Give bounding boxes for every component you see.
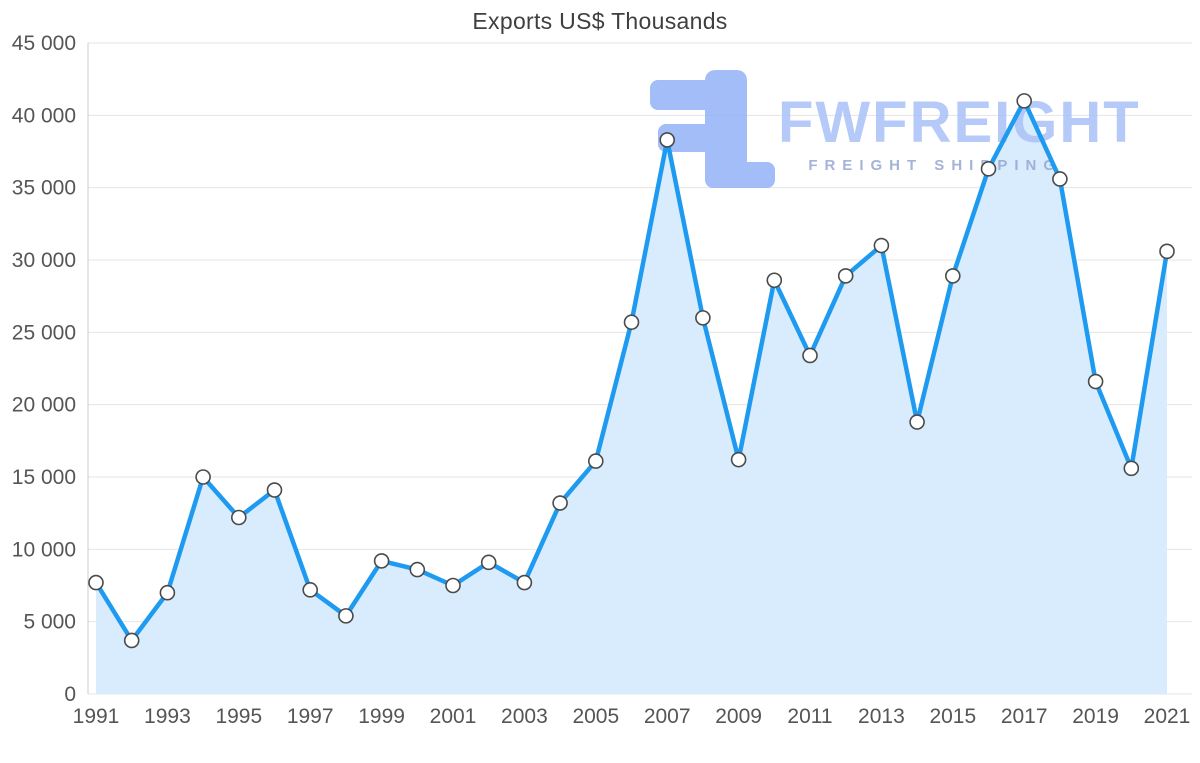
data-point-marker <box>837 268 854 284</box>
data-point-marker <box>980 161 997 177</box>
data-point-marker <box>1159 243 1175 260</box>
data-point-marker <box>480 554 497 571</box>
data-point-marker <box>266 482 283 498</box>
y-tick-label: 15 000 <box>12 466 76 489</box>
y-tick-label: 0 <box>64 683 76 706</box>
data-point-marker <box>373 553 390 569</box>
data-point-marker <box>338 608 354 624</box>
x-tick-label: 2003 <box>501 705 548 728</box>
x-tick-label: 1995 <box>215 705 262 728</box>
data-point-marker <box>445 577 461 594</box>
data-point-marker <box>695 310 711 326</box>
x-tick-label: 1997 <box>287 705 334 728</box>
watermark-tagline-text: FREIGHT SHIPPING <box>808 157 1062 174</box>
data-point-marker <box>1016 93 1032 109</box>
y-tick-label: 10 000 <box>12 538 76 561</box>
x-tick-label: 2009 <box>715 705 762 728</box>
x-tick-label: 2021 <box>1144 705 1191 728</box>
y-tick-label: 45 000 <box>12 32 76 55</box>
data-point-marker <box>873 237 890 254</box>
data-point-marker <box>623 314 640 331</box>
data-point-marker <box>231 509 247 526</box>
data-point-marker <box>123 632 140 649</box>
x-tick-label: 1999 <box>358 705 405 728</box>
data-point-marker <box>1087 373 1104 390</box>
data-point-marker <box>302 582 319 598</box>
data-point-marker <box>587 453 604 469</box>
x-tick-label: 2011 <box>787 705 832 728</box>
y-tick-label: 20 000 <box>12 394 76 417</box>
x-tick-label: 1991 <box>73 705 120 728</box>
x-tick-label: 1993 <box>144 705 191 728</box>
x-tick-label: 2005 <box>572 705 619 728</box>
data-point-marker <box>409 561 426 578</box>
watermark-brand-text: FWFREIGHT <box>778 90 1141 155</box>
y-tick-label: 40 000 <box>12 104 76 127</box>
y-tick-label: 30 000 <box>12 249 76 272</box>
data-point-marker <box>159 584 176 601</box>
x-tick-label: 2019 <box>1072 705 1119 728</box>
data-point-marker <box>195 469 211 485</box>
x-tick-label: 2015 <box>929 705 976 728</box>
data-point-marker <box>766 272 783 289</box>
fw-logo-mark-icon <box>650 70 775 188</box>
data-point-marker <box>730 451 747 468</box>
data-point-marker <box>1123 460 1140 477</box>
x-tick-label: 2007 <box>644 705 691 728</box>
x-tick-label: 2013 <box>858 705 905 728</box>
x-tick-label: 2017 <box>1001 705 1048 728</box>
x-tick-label: 2001 <box>430 705 477 728</box>
area-fill <box>96 100 1167 694</box>
data-point-marker <box>802 347 818 364</box>
y-tick-label: 25 000 <box>12 321 76 344</box>
y-tick-label: 5 000 <box>23 611 76 634</box>
data-point-marker <box>909 414 925 430</box>
data-point-marker <box>516 574 533 591</box>
data-point-marker <box>552 495 568 511</box>
data-point-marker <box>1052 171 1068 187</box>
watermark: FWFREIGHT FREIGHT SHIPPING <box>650 70 1141 188</box>
data-point-marker <box>659 132 676 148</box>
y-tick-label: 35 000 <box>12 177 76 200</box>
data-point-marker <box>88 574 104 591</box>
data-point-marker <box>944 268 961 284</box>
